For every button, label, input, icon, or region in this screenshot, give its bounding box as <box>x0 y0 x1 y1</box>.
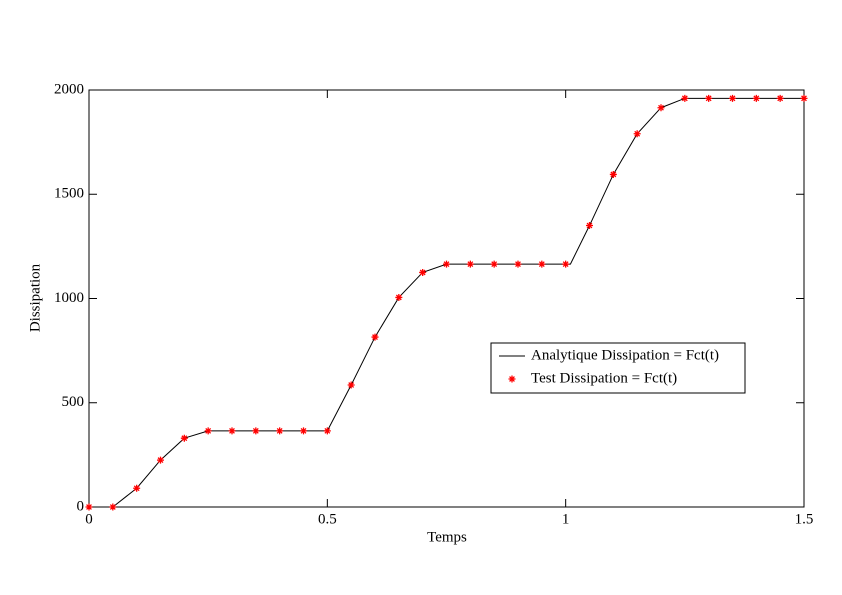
data-point <box>490 260 498 268</box>
legend-box <box>490 342 746 394</box>
data-point <box>800 94 808 102</box>
data-point <box>180 434 188 442</box>
y-axis-label: Dissipation <box>27 263 43 332</box>
data-point <box>109 503 117 511</box>
data-point <box>776 94 784 102</box>
data-point <box>633 130 641 138</box>
data-point <box>657 104 665 112</box>
x-tick-label: 1.5 <box>795 511 814 527</box>
data-line <box>89 97 804 508</box>
data-point <box>276 427 284 435</box>
data-point <box>705 94 713 102</box>
data-point <box>300 427 307 435</box>
y-tick-label: 2000 <box>54 81 84 97</box>
data-point <box>443 260 450 268</box>
data-point <box>514 260 522 268</box>
y-tick-label: 500 <box>62 394 85 410</box>
data-point <box>228 427 236 435</box>
data-point <box>609 170 617 178</box>
data-point <box>586 222 593 230</box>
data-point <box>419 268 427 276</box>
data-point <box>729 94 736 102</box>
data-point <box>204 427 212 435</box>
data-point <box>466 260 474 268</box>
legend-label: Test Dissipation = Fct(t) <box>531 370 677 386</box>
legend-label: Analytique Dissipation = Fct(t) <box>531 347 719 363</box>
x-tick-label: 1 <box>562 511 570 527</box>
data-point <box>681 94 689 102</box>
data-point <box>347 381 355 389</box>
y-tick-label: 0 <box>77 498 85 514</box>
data-point <box>371 333 379 341</box>
plot-frame <box>88 89 805 508</box>
data-point <box>133 484 141 492</box>
x-tick-label: 0.5 <box>318 511 337 527</box>
data-point <box>395 293 403 301</box>
x-tick-label: 0 <box>85 511 93 527</box>
data-point <box>157 456 164 464</box>
data-point <box>562 260 570 268</box>
y-tick-label: 1000 <box>54 290 84 306</box>
y-tick-label: 1500 <box>54 186 84 202</box>
data-point <box>323 427 331 435</box>
data-point <box>85 503 93 511</box>
data-point <box>252 427 260 435</box>
data-point <box>538 260 546 268</box>
x-axis-label: Temps <box>427 529 467 545</box>
data-point <box>752 94 760 102</box>
legend-swatch <box>508 375 516 383</box>
